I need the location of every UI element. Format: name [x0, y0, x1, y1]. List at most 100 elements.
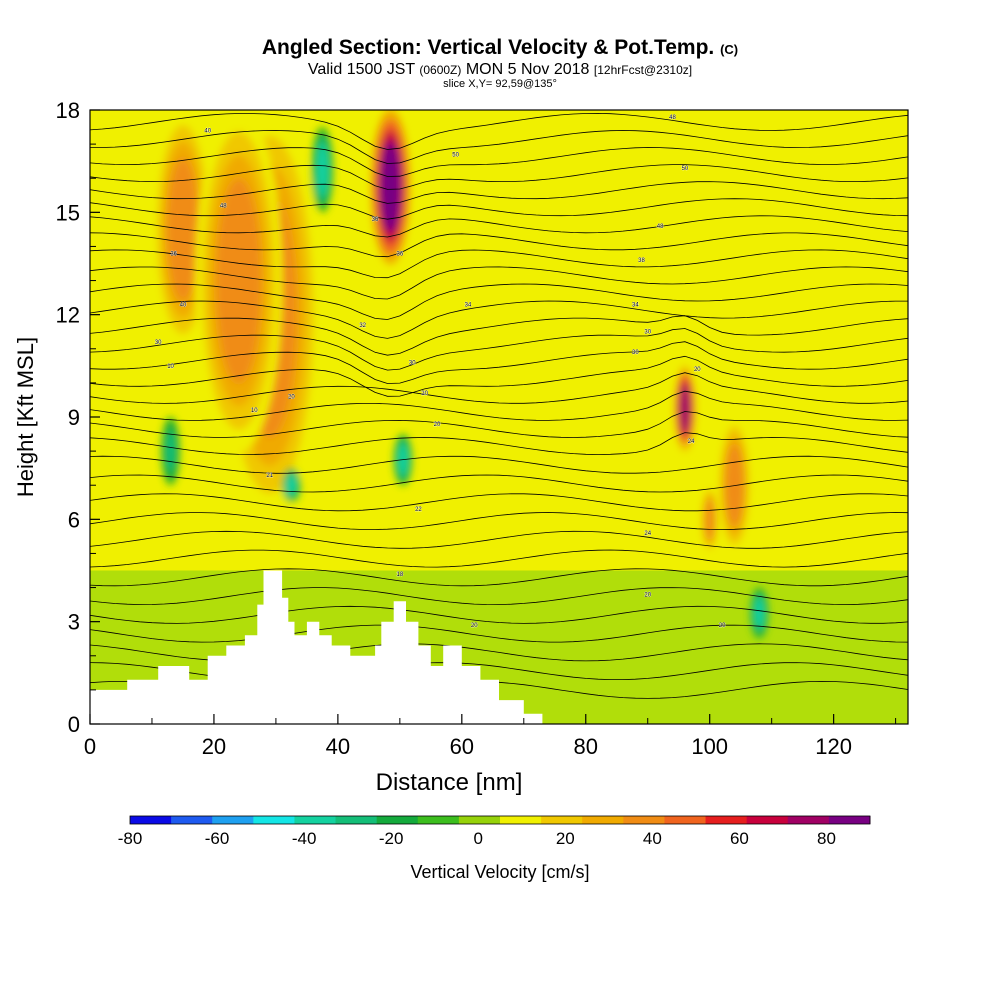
isentrope-label: 20 — [471, 623, 478, 629]
isentrope-contours: 48 40 50 50 48 36 48 36 36 38 40 34 34 32 30 30 30 30 20 10… — [90, 112, 908, 699]
isentrope-line — [90, 372, 908, 404]
updraft-cell-5-level-3 — [704, 498, 715, 540]
isentrope-line — [90, 232, 908, 258]
isentrope-label: 36 — [170, 251, 177, 257]
isentrope-line — [90, 587, 908, 606]
isentrope-line — [90, 328, 908, 371]
colorbar-swatch — [664, 816, 707, 824]
isentrope-label: 22 — [415, 507, 422, 513]
x-tick-label: 40 — [326, 734, 350, 759]
isentrope-line — [90, 181, 908, 204]
x-tick-label: 60 — [450, 734, 474, 759]
isentrope-label: 20 — [694, 367, 701, 373]
isentrope-line — [90, 624, 908, 643]
downdraft-cell-4-level-3 — [165, 430, 176, 472]
y-tick-label: 3 — [68, 610, 80, 635]
colorbar-swatch — [212, 816, 254, 824]
isentrope-label: 30 — [644, 330, 651, 336]
colorbar-tick-label: 40 — [643, 829, 662, 848]
colorbar-swatch — [500, 816, 542, 824]
y-tick-label: 12 — [56, 303, 80, 328]
isentrope-label: 18 — [397, 572, 404, 578]
isentrope-line — [90, 147, 908, 177]
isentrope-line — [90, 198, 908, 220]
isentrope-label: 20 — [644, 592, 651, 598]
colorbar-swatch — [253, 816, 295, 824]
colorbar-tick-label: 0 — [474, 829, 483, 848]
isentrope-line — [90, 568, 908, 587]
colorbar-swatch — [376, 816, 419, 824]
isentrope-line — [90, 474, 908, 493]
isentrope-line — [90, 432, 908, 455]
isentrope-line — [90, 266, 908, 300]
colorbar-frame — [129, 815, 871, 825]
y-tick-label: 15 — [56, 200, 80, 225]
x-tick-label: 20 — [202, 734, 226, 759]
isentrope-line — [90, 164, 908, 190]
isentrope-label: 38 — [638, 258, 645, 264]
colorbar-swatch — [828, 816, 871, 824]
x-tick-label: 100 — [691, 734, 728, 759]
isentrope-line — [90, 530, 908, 549]
isentrope-line — [90, 512, 908, 531]
y-tick-label: 9 — [68, 405, 80, 430]
downdraft-cell-1-level-3 — [286, 474, 297, 496]
colorbar-tick-label: -40 — [292, 829, 317, 848]
subtitle-valid: Valid 1500 JST — [307, 61, 415, 78]
subtitle-date: MON 5 Nov 2018 — [465, 61, 590, 78]
colorbar: -80 -60 -40 -20 0 20 40 60 80 — [118, 815, 871, 848]
colorbar-swatch — [582, 816, 624, 824]
x-tick-label: 80 — [574, 734, 598, 759]
isentrope-line — [90, 493, 908, 512]
colorbar-swatch — [705, 816, 748, 824]
isentrope-label: 10 — [251, 408, 258, 414]
isentrope-label: 32 — [359, 323, 366, 329]
colorbar-swatch — [130, 816, 172, 824]
y-tick-label: 0 — [68, 712, 80, 737]
isentrope-line — [90, 455, 908, 474]
field-cells — [152, 110, 769, 640]
isentrope-label: 30 — [155, 340, 162, 346]
chart-title-units: (C) — [720, 42, 739, 57]
isentrope-line — [90, 249, 908, 279]
isentrope-label: 50 — [452, 152, 459, 158]
downdraft-cell-3-level-3 — [754, 597, 765, 629]
isentrope-label: 20 — [421, 391, 428, 397]
colorbar-swatch — [746, 816, 789, 824]
colorbar-swatch — [623, 816, 665, 824]
colorbar-swatch — [417, 816, 460, 824]
chart-title-text: Angled Section: Vertical Velocity & Pot.… — [261, 36, 715, 59]
isentrope-label: 24 — [688, 439, 695, 445]
colorbar-label: Vertical Velocity [cm/s] — [410, 862, 590, 882]
isentrope-label: 48 — [657, 224, 664, 230]
isentrope-line — [90, 315, 908, 356]
colorbar-tick-label: -20 — [379, 829, 404, 848]
isentrope-label: 10 — [167, 364, 174, 370]
isentrope-line — [90, 130, 908, 164]
isentrope-label: 40 — [204, 128, 211, 134]
y-tick-label: 6 — [68, 507, 80, 532]
colorbar-swatch — [541, 816, 583, 824]
isentrope-line — [90, 355, 908, 397]
colorbar-swatch — [335, 816, 378, 824]
colorbar-swatch — [458, 816, 501, 824]
isentrope-line — [90, 300, 908, 339]
isentrope-label: 48 — [669, 115, 676, 121]
x-axis-label: Distance [nm] — [376, 769, 523, 796]
isentrope-line — [90, 215, 908, 238]
subtitle-utc: (0600Z) — [419, 63, 462, 77]
colorbar-tick-label: -60 — [205, 829, 230, 848]
slice-label: slice X,Y= 92,59@135° — [443, 78, 557, 90]
isentrope-label: 40 — [180, 302, 187, 308]
colorbar-tick-label: 60 — [730, 829, 749, 848]
x-tick-label: 0 — [84, 734, 96, 759]
colorbar-tick-label: -80 — [118, 829, 143, 848]
colorbar-tick-label: 80 — [817, 829, 836, 848]
isentrope-line — [90, 411, 908, 438]
isentrope-line — [90, 390, 908, 421]
isentrope-line — [90, 341, 908, 384]
chart-title: Angled Section: Vertical Velocity & Pot.… — [0, 36, 1000, 60]
isentrope-label: 48 — [220, 204, 227, 210]
